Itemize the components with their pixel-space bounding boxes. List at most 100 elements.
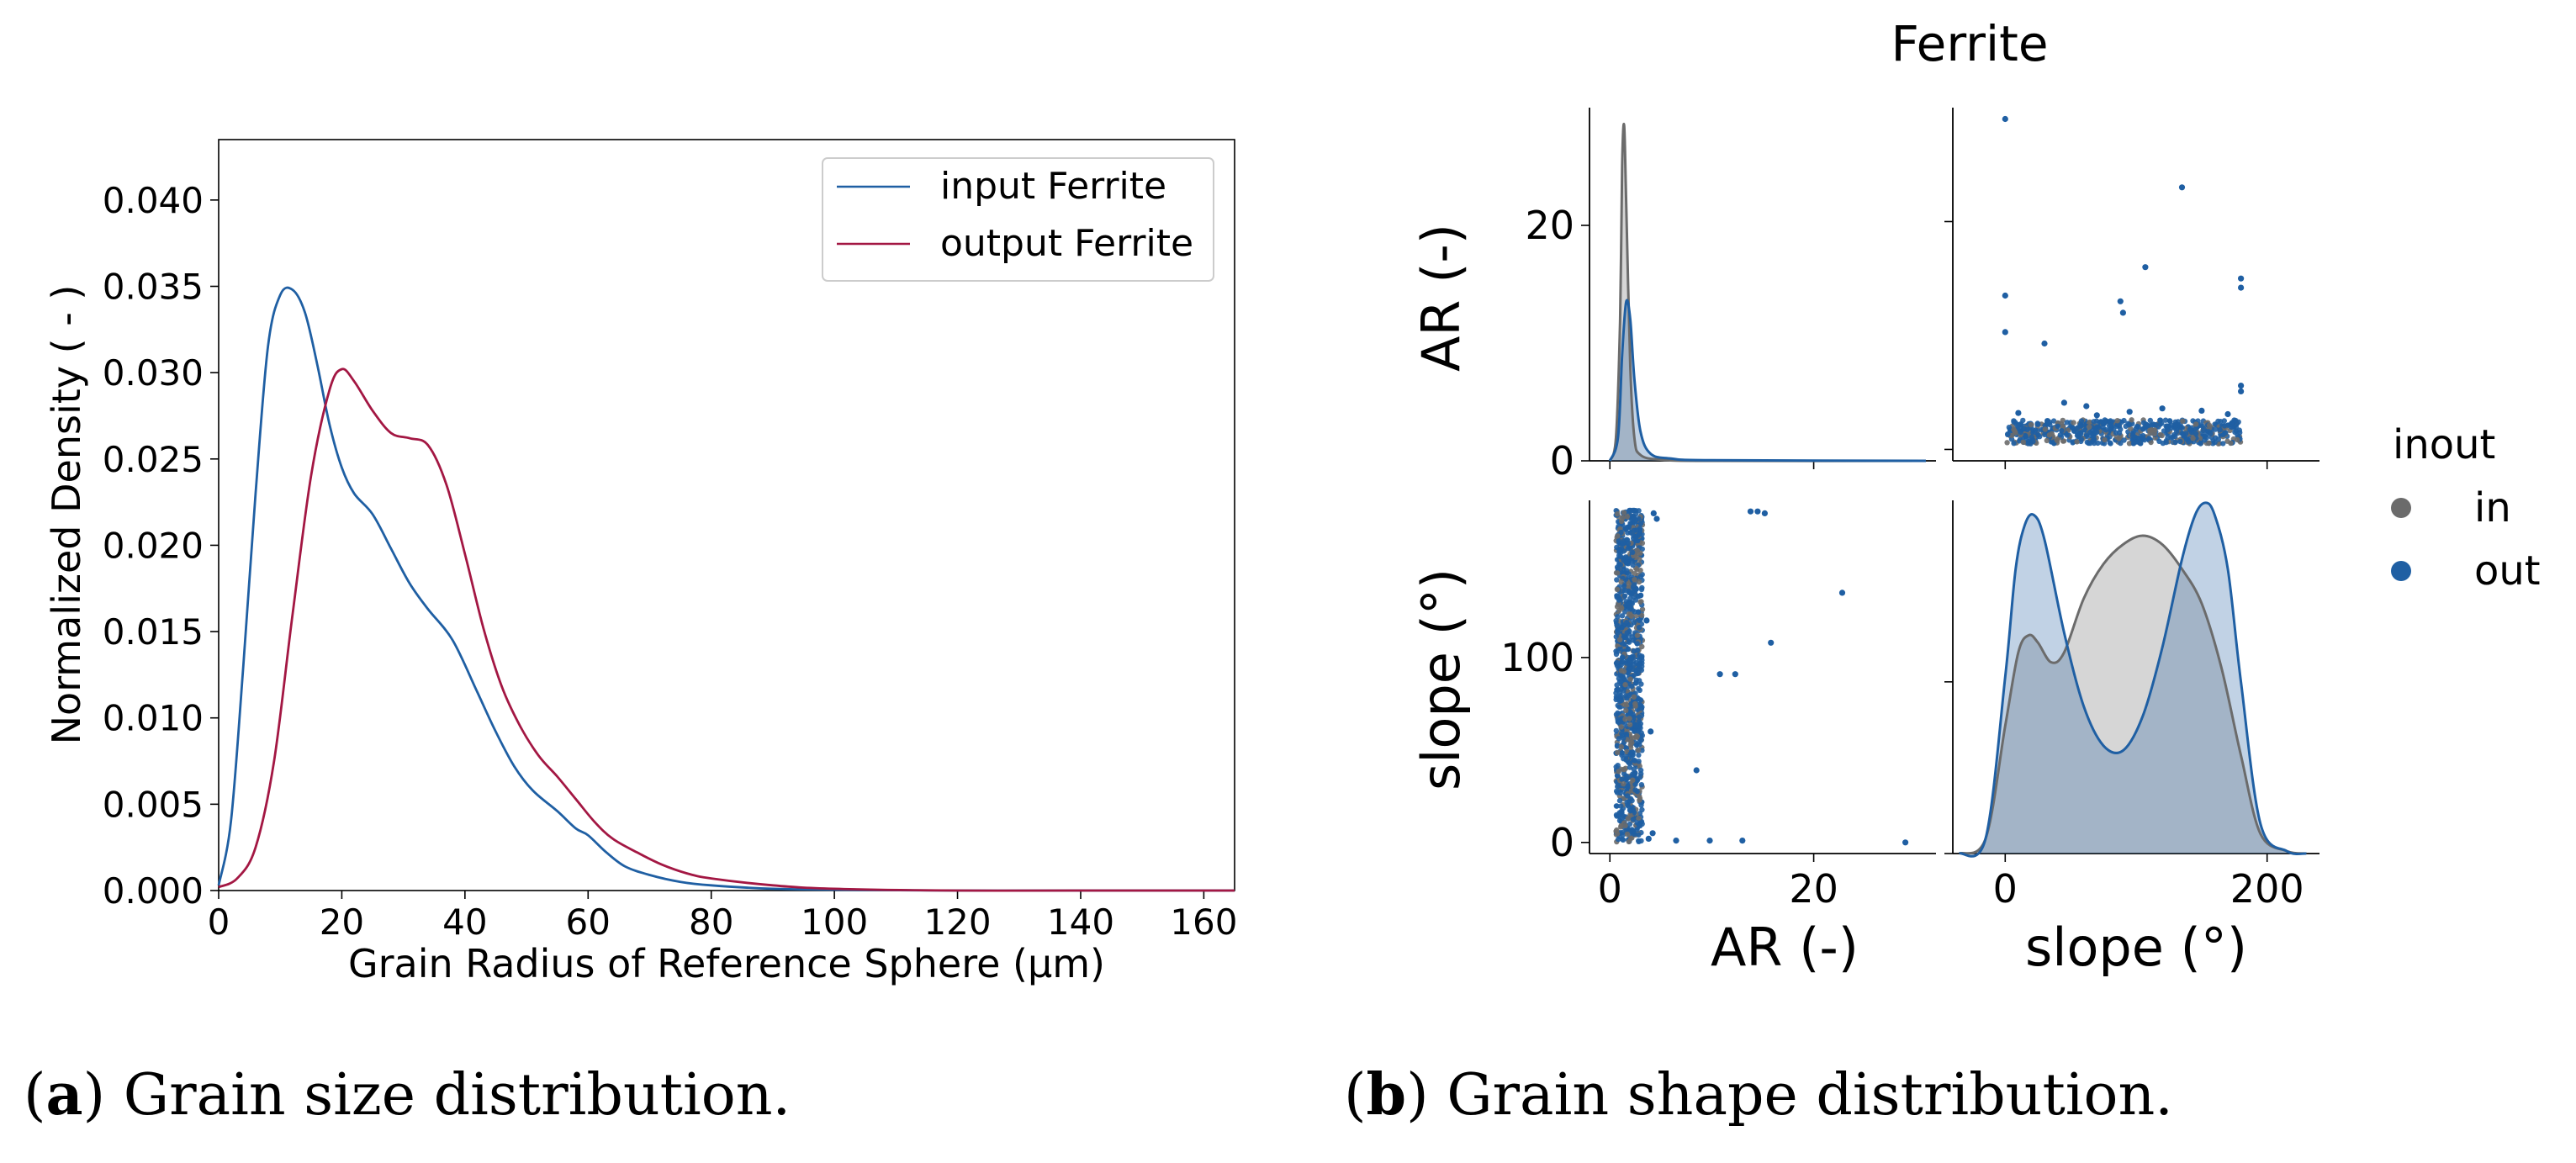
scatter-point (1614, 593, 1620, 599)
scatter-point (1768, 639, 1775, 646)
scatter-point (1643, 617, 1650, 624)
scatter-point (1628, 700, 1634, 707)
scatter-point (1616, 597, 1622, 603)
scatter-point (2238, 388, 2245, 394)
scatter-point (2084, 439, 2090, 446)
x-tick-label: 20 (320, 901, 364, 943)
scatter-point (1632, 534, 1638, 541)
scatter-point (1634, 632, 1641, 638)
scatter-point (2146, 436, 2152, 441)
scatter-point (2083, 432, 2090, 438)
scatter-point (2116, 436, 2122, 441)
scatter-point (2142, 424, 2148, 431)
legend-out-marker (2391, 561, 2411, 581)
legend-in-label: in (2474, 484, 2511, 531)
scatter-point (1619, 569, 1626, 576)
scatter-point (1621, 633, 1627, 639)
scatter-point (1620, 837, 1627, 843)
scatter-point (1621, 583, 1627, 589)
scatter-point (1621, 701, 1628, 707)
scatter-point (1637, 599, 1643, 605)
caption-a-label: a (45, 1061, 83, 1129)
scatter-point (2071, 428, 2077, 434)
scatter-point (1636, 832, 1642, 838)
scatter-point (2212, 439, 2218, 446)
scatter-point (1624, 630, 1631, 636)
scatter-point (1621, 675, 1627, 682)
y-tick-label: 0.035 (103, 266, 204, 307)
scatter-point (2232, 429, 2238, 436)
scatter-point (2118, 440, 2124, 447)
scatter-point (2132, 434, 2138, 441)
scatter-point (1625, 816, 1632, 822)
chart-a-ylabel: Normalized Density ( - ) (44, 285, 89, 745)
scatter-point (1616, 797, 1623, 804)
scatter-point (2215, 418, 2221, 425)
scatter-point (1639, 653, 1645, 659)
pairplot-xlabel-slope: slope (°) (2025, 917, 2247, 978)
scatter-point (1616, 549, 1622, 555)
scatter-point (1636, 752, 1642, 759)
scatter-point (1649, 830, 1656, 837)
scatter-point (1621, 593, 1628, 599)
output-ferrite-line (218, 367, 1235, 892)
scatter-point (1635, 748, 1642, 753)
scatter-point (1620, 829, 1626, 836)
scatter-point (2012, 428, 2018, 434)
scatter-point (2004, 440, 2010, 446)
scatter-point (1614, 586, 1621, 592)
scatter-point (1754, 508, 1761, 515)
chart-a-legend: input Ferrite output Ferrite (822, 157, 1214, 282)
y-tick-label: 0.025 (103, 439, 204, 480)
scatter-point (2060, 399, 2067, 406)
scatter-point (1628, 613, 1634, 619)
scatter-point (2189, 430, 2195, 436)
scatter-point (2217, 427, 2223, 433)
scatter-point (1619, 776, 1625, 782)
scatter-point (1631, 757, 1637, 763)
scatter-point (2002, 115, 2008, 123)
x-tick-label: 0 (208, 901, 230, 943)
caption-b-text: Grain shape distribution. (1447, 1062, 2173, 1129)
scatter-point (2078, 418, 2085, 424)
scatter-point (2208, 431, 2214, 436)
scatter-point (1618, 668, 1625, 674)
scatter-point (1614, 511, 1621, 517)
x-tick-label: 80 (689, 901, 733, 943)
scatter-point (2018, 429, 2023, 435)
scatter-point (1614, 773, 1621, 779)
y-tick-label: 20 (1525, 203, 1574, 248)
scatter-point (1634, 647, 1641, 653)
pairplot-panel-slope-slope: 0 200 (1944, 500, 2319, 912)
scatter-point (1648, 728, 1654, 735)
scatter-point (2102, 436, 2108, 443)
input-ferrite-line (217, 286, 1235, 892)
scatter-point (1636, 579, 1642, 585)
scatter-point (1632, 831, 1637, 837)
scatter-point (1645, 835, 1652, 843)
legend-output-label: output Ferrite (940, 222, 1193, 265)
x-tick-label: 140 (1047, 901, 1114, 943)
scatter-point (2002, 292, 2008, 299)
scatter-point (1636, 815, 1642, 822)
scatter-point (1614, 827, 1620, 833)
scatter-point (2074, 439, 2080, 445)
scatter-point (2126, 441, 2133, 447)
scatter-point (1639, 748, 1645, 753)
scatter-point (2025, 438, 2032, 445)
scatter-point (2009, 432, 2015, 439)
scatter-point (1634, 733, 1641, 739)
scatter-point (2140, 420, 2147, 426)
scatter-point (2006, 425, 2013, 431)
legend-box (822, 157, 1214, 282)
scatter-point (2030, 438, 2036, 445)
scatter-point (2153, 422, 2159, 428)
scatter-point (1639, 606, 1646, 612)
scatter-point (2130, 441, 2137, 447)
legend-in-marker (2391, 498, 2411, 518)
x-tick-label: 120 (923, 901, 991, 943)
scatter-point (2033, 427, 2039, 433)
scatter-point (1637, 616, 1643, 622)
scatter-point (1632, 781, 1638, 787)
scatter-point (2213, 426, 2219, 432)
